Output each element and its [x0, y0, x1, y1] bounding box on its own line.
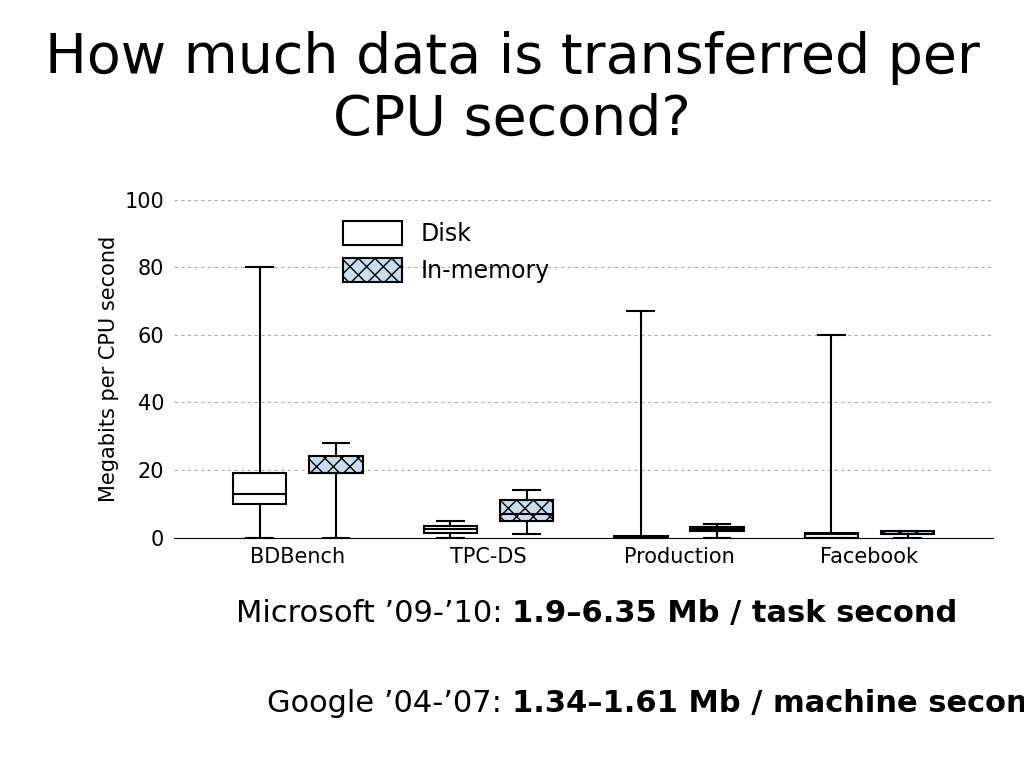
Text: 1.34–1.61 Mb / machine second: 1.34–1.61 Mb / machine second [512, 689, 1024, 718]
PathPatch shape [690, 528, 743, 531]
Text: How much data is transferred per
CPU second?: How much data is transferred per CPU sec… [45, 31, 979, 147]
Y-axis label: Megabits per CPU second: Megabits per CPU second [99, 236, 119, 502]
PathPatch shape [614, 536, 668, 538]
PathPatch shape [309, 456, 362, 473]
PathPatch shape [233, 473, 287, 504]
PathPatch shape [805, 532, 858, 538]
Text: 1.9–6.35 Mb / task second: 1.9–6.35 Mb / task second [512, 599, 957, 627]
Text: Google ’04-’07:: Google ’04-’07: [267, 689, 512, 718]
PathPatch shape [500, 501, 553, 521]
Text: Microsoft ’09-’10:: Microsoft ’09-’10: [236, 599, 512, 627]
PathPatch shape [881, 531, 934, 535]
PathPatch shape [424, 526, 477, 532]
Legend: Disk, In-memory: Disk, In-memory [334, 211, 559, 293]
